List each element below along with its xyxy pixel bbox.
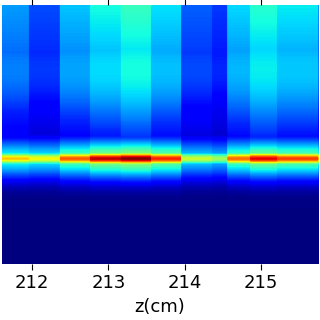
- X-axis label: z(cm): z(cm): [135, 298, 185, 316]
